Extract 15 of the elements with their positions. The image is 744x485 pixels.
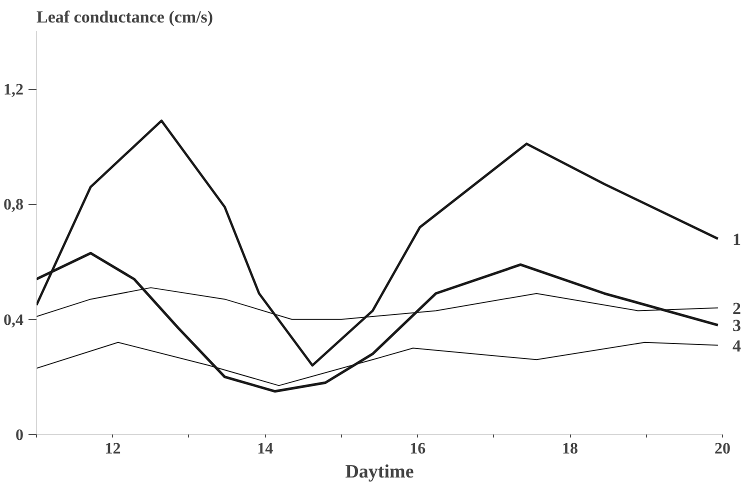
series-label: 1	[732, 230, 741, 249]
y-tick-label: 1,2	[4, 82, 24, 99]
x-tick-label: 20	[714, 440, 730, 458]
x-tick-label: 12	[104, 440, 121, 458]
y-tick-label: 0,4	[4, 312, 24, 329]
series-label: 4	[732, 336, 742, 356]
series-label: 3	[732, 316, 741, 336]
x-tick-label: 14	[257, 440, 274, 458]
y-axis-title: Leaf conductance (cm/s)	[36, 8, 214, 26]
y-tick-label: 0,8	[4, 196, 24, 214]
x-axis-title: Daytime	[345, 462, 414, 482]
x-tick-label: 16	[410, 440, 426, 458]
series-label: 2	[732, 298, 741, 318]
y-tick-label: 0	[16, 427, 24, 444]
x-tick-label: 18	[562, 440, 578, 458]
